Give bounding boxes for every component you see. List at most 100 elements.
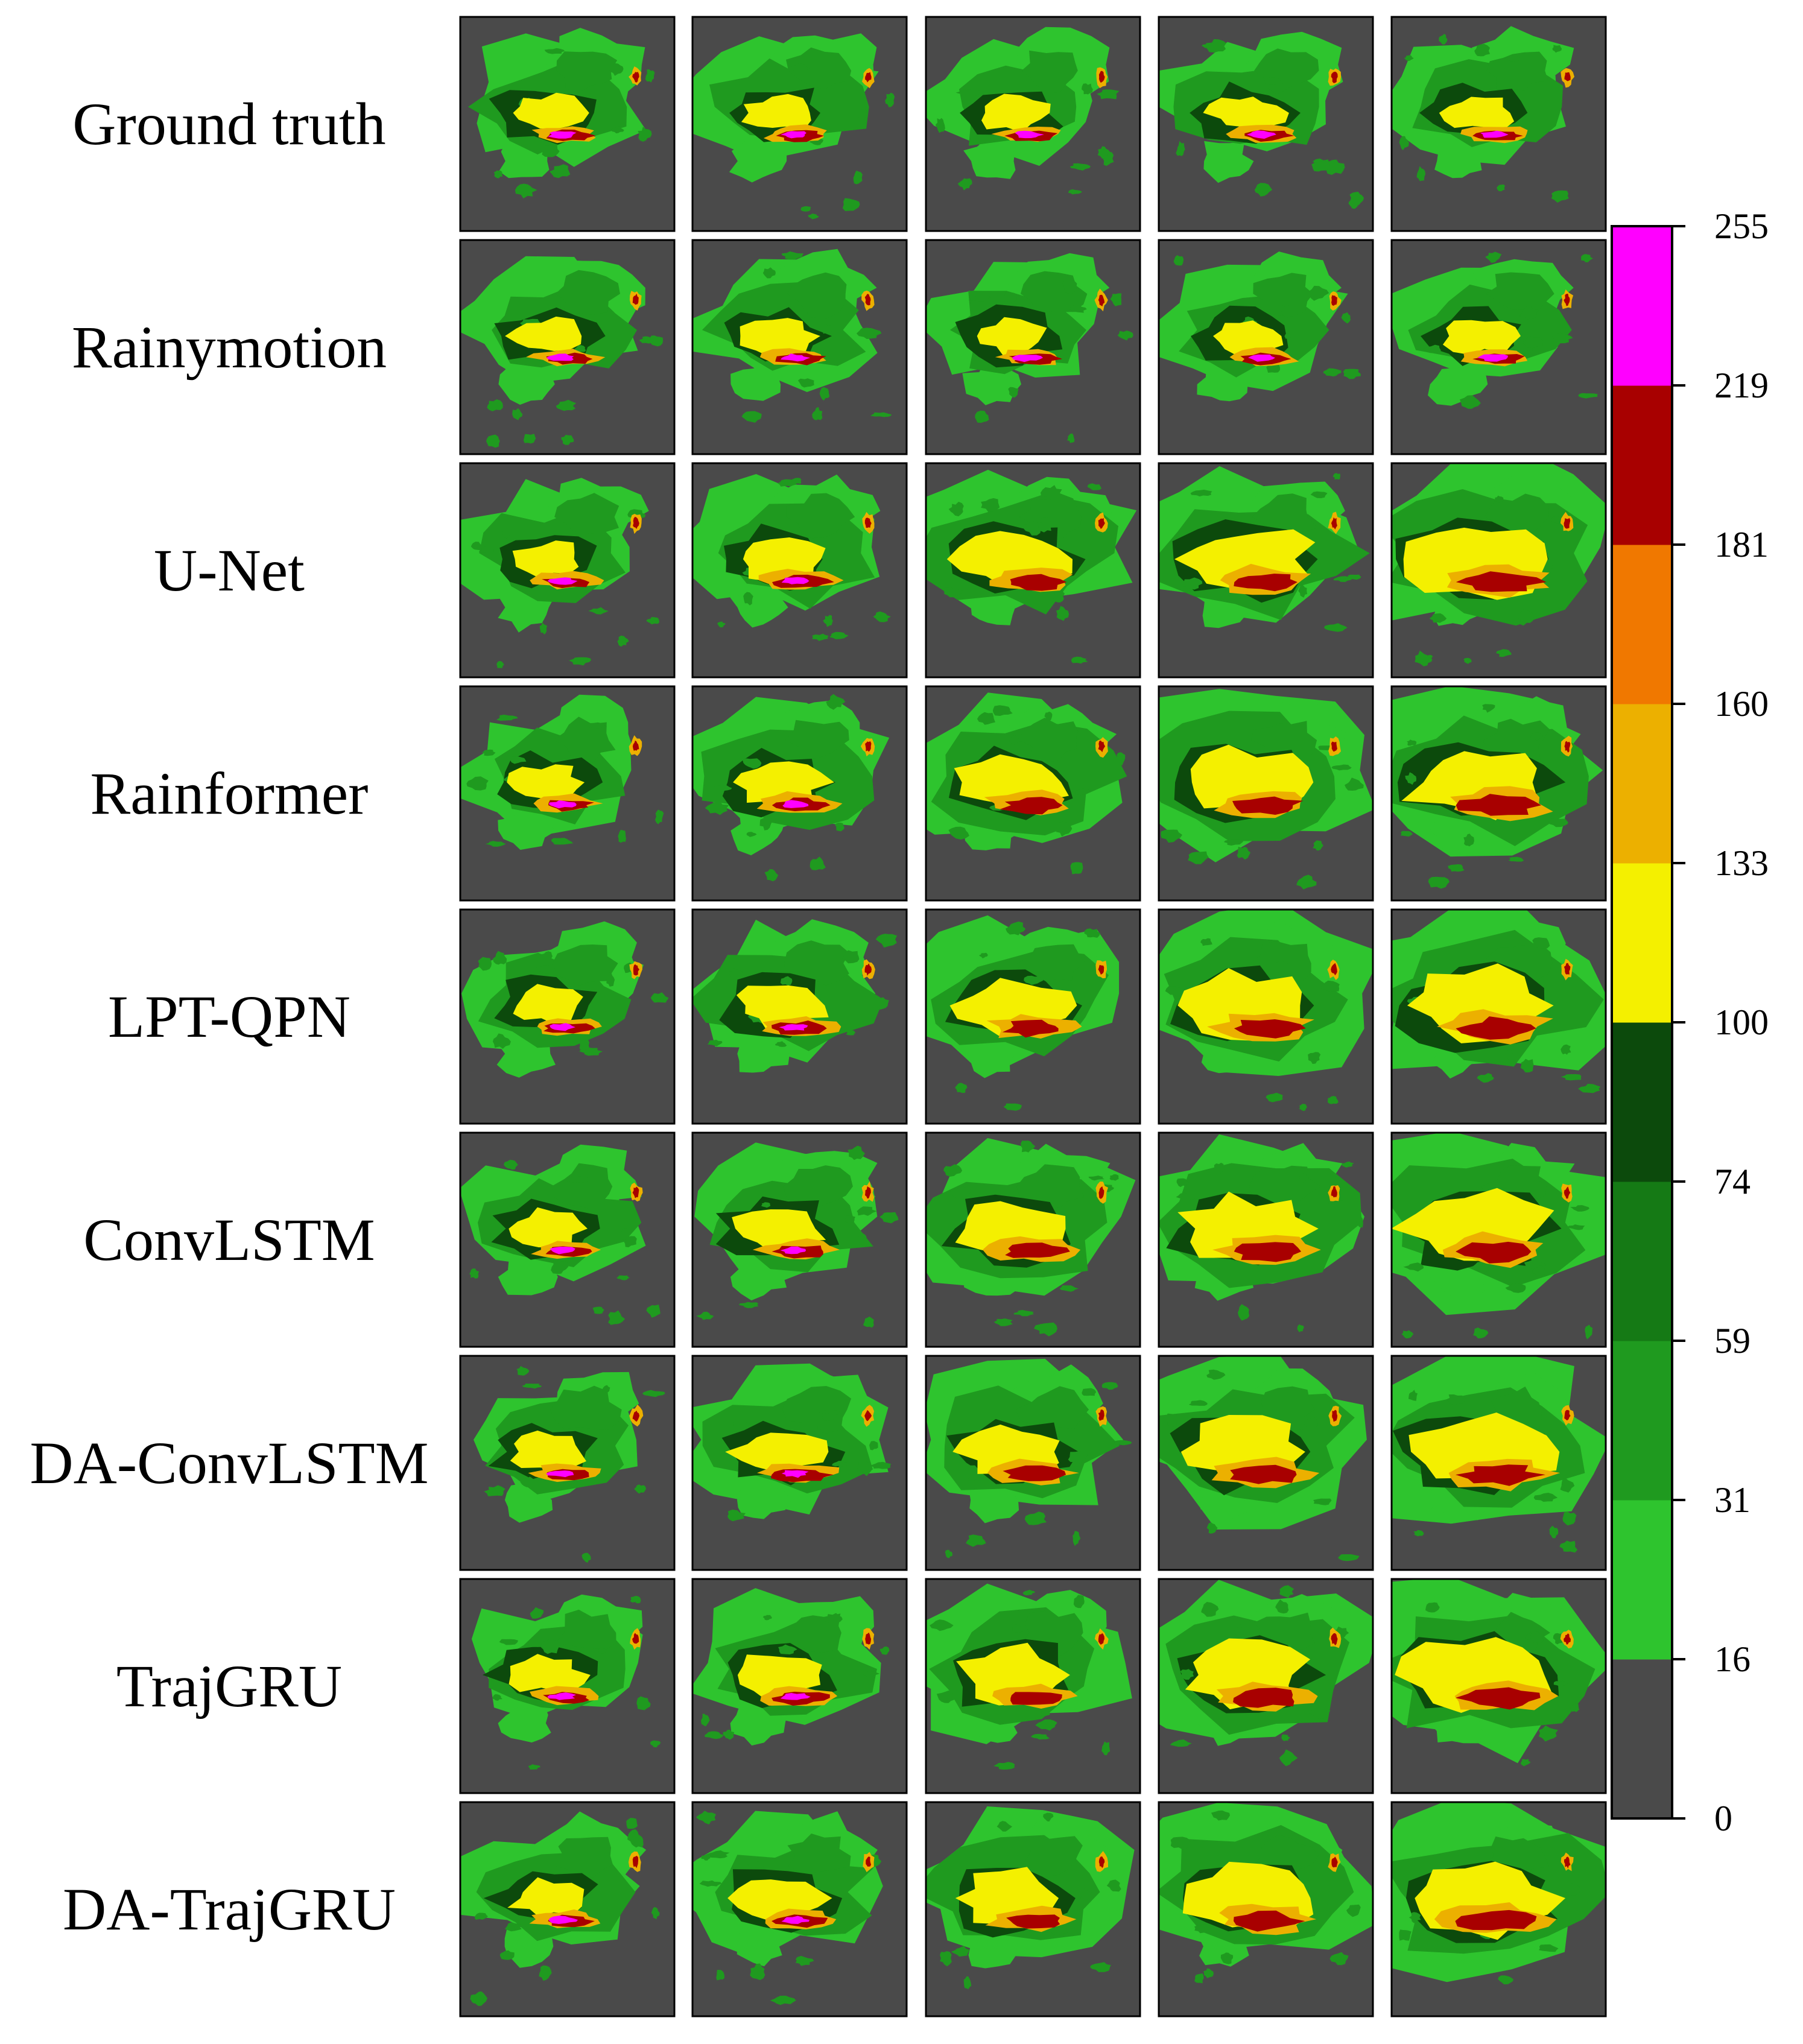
forecast-panel <box>1158 908 1374 1125</box>
rain-cell <box>1497 184 1506 192</box>
rain-cell <box>1117 752 1126 766</box>
rain-cell <box>601 1385 610 1393</box>
panel-border <box>925 1578 1141 1794</box>
rain-cell <box>1173 255 1184 266</box>
rain-cell <box>650 335 664 347</box>
rain-cell <box>1297 1324 1304 1332</box>
panel-border <box>1158 1801 1374 2017</box>
rain-cell <box>1170 1837 1191 1850</box>
rain-peak <box>780 1246 806 1255</box>
rain-cell <box>1323 368 1342 377</box>
rain-cell <box>1564 1186 1571 1199</box>
rain-cell <box>1310 491 1328 498</box>
rain-cell <box>723 1729 735 1740</box>
rain-peak <box>550 1023 575 1031</box>
rain-cell <box>1098 1633 1104 1645</box>
colorbar-tick-label: 74 <box>1714 1162 1751 1201</box>
rain-cell <box>1333 576 1352 582</box>
rain-cell <box>1188 1400 1208 1406</box>
rain-cell <box>1429 613 1447 623</box>
rain-core <box>733 761 834 806</box>
rain-cell <box>1161 829 1182 843</box>
rain-region <box>1434 136 1482 179</box>
rain-cell <box>716 1970 725 1981</box>
colorbar-tick-label: 181 <box>1714 525 1769 565</box>
rain-cell <box>626 1818 638 1829</box>
panel-border <box>1158 1355 1374 1571</box>
rain-region <box>963 139 1016 179</box>
rain-cell <box>579 1038 590 1051</box>
rain-cell <box>1477 1073 1494 1083</box>
rain-cell <box>732 1419 747 1432</box>
rain-cell <box>1308 1052 1321 1064</box>
rain-cell <box>1519 306 1538 320</box>
rain-cell <box>1325 159 1345 175</box>
rain-cell <box>516 1365 530 1376</box>
rain-cell <box>469 1268 480 1279</box>
panel-border <box>925 1355 1141 1571</box>
rain-cell <box>842 950 860 964</box>
rain-cell <box>812 407 823 420</box>
panel-border <box>1390 1131 1607 1348</box>
rain-cell <box>940 1951 952 1967</box>
rain-cell <box>968 296 992 302</box>
forecast-panel <box>1158 1801 1374 2017</box>
rain-band <box>1232 796 1304 815</box>
panel-border <box>1158 908 1374 1125</box>
colorbar-segment <box>1612 1341 1672 1501</box>
rain-cell <box>846 1030 856 1036</box>
rain-region <box>971 1036 1017 1078</box>
rain-cell <box>1463 834 1474 847</box>
rain-cell <box>627 1829 642 1843</box>
rain-cell <box>1428 876 1450 889</box>
rain-cell <box>1006 921 1026 935</box>
rain-core <box>1439 97 1515 129</box>
rain-cell <box>1296 875 1317 890</box>
rain-region <box>498 1255 558 1296</box>
rain-region <box>1016 1164 1085 1209</box>
rain-cell <box>1530 1631 1544 1644</box>
rain-cell <box>1564 741 1571 753</box>
rain-cell <box>855 109 867 118</box>
rain-core <box>505 316 582 351</box>
row-label: LPT-QPN <box>108 982 350 1050</box>
rain-cell <box>705 801 729 815</box>
rain-region <box>787 1834 851 1873</box>
forecast-panel <box>925 462 1141 679</box>
panel-border <box>459 462 676 679</box>
rain-cell <box>1237 846 1251 860</box>
rain-cell <box>930 1619 954 1631</box>
rain-region <box>1486 51 1548 91</box>
rain-region <box>783 1165 853 1210</box>
rain-cell <box>873 611 891 622</box>
rain-cell <box>1176 141 1185 156</box>
rain-cell <box>504 1160 518 1170</box>
row-label: ConvLSTM <box>83 1206 375 1273</box>
panel-border <box>1390 1801 1607 2017</box>
panel-border <box>691 462 908 679</box>
rain-cell <box>1190 489 1212 497</box>
rain-cell <box>1505 1283 1526 1293</box>
panel-border <box>459 239 676 455</box>
rain-cell <box>993 1318 1013 1326</box>
rain-cell <box>762 1615 772 1621</box>
rain-cell <box>770 1995 796 2005</box>
panel-border <box>925 685 1141 902</box>
rain-core <box>740 318 820 358</box>
rain-cell <box>1331 517 1337 530</box>
rain-cell <box>1342 1161 1354 1168</box>
rain-cell <box>1068 1451 1088 1464</box>
rain-cell <box>1012 1624 1024 1633</box>
rain-cell <box>696 1811 716 1824</box>
rain-core <box>725 1432 829 1471</box>
rain-cell <box>1098 1410 1104 1421</box>
rain-cell <box>1038 517 1053 533</box>
rain-region <box>1203 141 1254 183</box>
colorbar-segment <box>1612 704 1672 864</box>
forecast-panel <box>691 239 908 455</box>
rain-cell <box>835 822 844 832</box>
rain-cell <box>791 63 810 73</box>
rain-cell <box>1308 1707 1331 1719</box>
rain-cell <box>869 1441 878 1451</box>
rain-cell <box>650 992 669 1003</box>
